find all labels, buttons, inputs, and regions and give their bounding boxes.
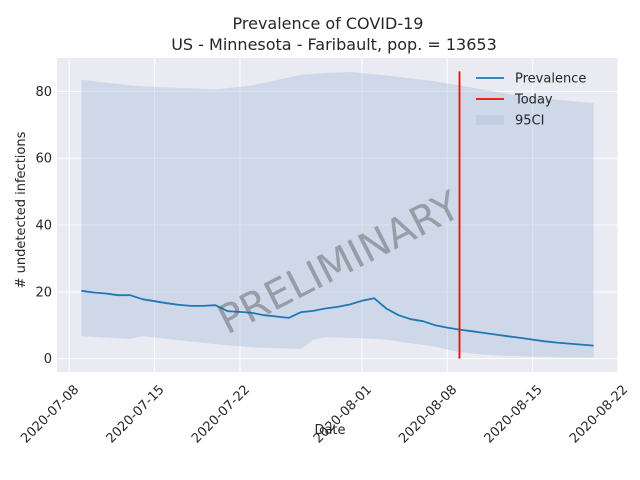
legend-swatch-95ci: [476, 115, 504, 125]
x-tick-label: 2020-08-15: [482, 382, 546, 446]
series-line-prevalence: [81, 289, 594, 347]
legend: Prevalence Today 95CI: [476, 72, 586, 129]
x-tick-label: 2020-07-15: [104, 382, 168, 446]
series-layer: [81, 71, 594, 359]
y-tick-label: 80: [35, 85, 52, 100]
ci-band: [81, 72, 594, 358]
y-tick-labels: 0 20 40 60 80: [35, 85, 52, 367]
y-tick-label: 20: [35, 285, 52, 300]
y-tick-label: 60: [35, 152, 52, 167]
x-tick-label: 2020-07-08: [18, 382, 82, 446]
y-axis-label: # undetected infections: [14, 131, 29, 288]
x-axis-label: Date: [314, 423, 345, 438]
legend-label-prevalence: Prevalence: [515, 72, 586, 87]
chart-subtitle: US - Minnesota - Faribault, pop. = 13653: [171, 35, 497, 54]
legend-label-95ci: 95CI: [515, 114, 544, 129]
chart-title: Prevalence of COVID-19: [233, 14, 424, 33]
y-tick-label: 0: [44, 352, 52, 367]
plot-background: [57, 58, 618, 372]
ci-band-layer: [81, 72, 594, 358]
x-tick-label: 2020-07-22: [189, 382, 253, 446]
legend-label-today: Today: [514, 93, 553, 108]
gridlines: [57, 58, 619, 372]
x-tick-label: 2020-08-08: [396, 382, 460, 446]
y-tick-label: 40: [35, 219, 52, 234]
x-tick-label: 2020-08-22: [567, 382, 631, 446]
